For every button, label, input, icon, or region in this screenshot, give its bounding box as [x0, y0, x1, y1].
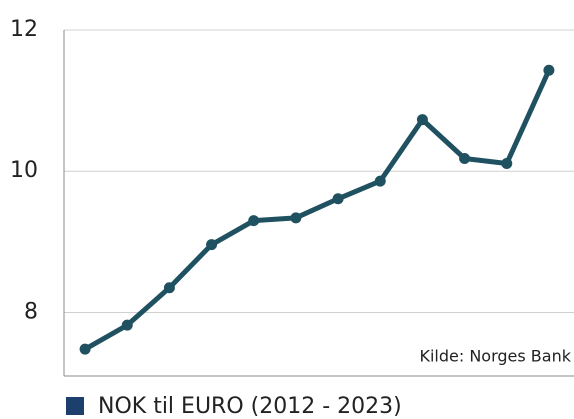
data-line [83, 69, 552, 352]
data-point [374, 175, 386, 187]
y-tick-label: 8 [24, 299, 38, 324]
data-point [459, 153, 471, 165]
data-point [332, 193, 344, 205]
data-point [79, 343, 91, 355]
data-point [121, 319, 133, 331]
y-tick-label: 10 [10, 158, 38, 183]
data-point [248, 215, 260, 227]
data-point [543, 64, 555, 76]
legend-label: NOK til EURO (2012 - 2023) [98, 394, 402, 419]
y-tick-label: 12 [10, 17, 38, 42]
data-point [290, 212, 302, 224]
data-point [501, 157, 513, 169]
data-point [416, 114, 428, 126]
legend-marker [66, 397, 84, 415]
annotation: Kilde: Norges Bank [419, 347, 571, 366]
data-point [206, 239, 218, 251]
data-point [163, 282, 175, 294]
